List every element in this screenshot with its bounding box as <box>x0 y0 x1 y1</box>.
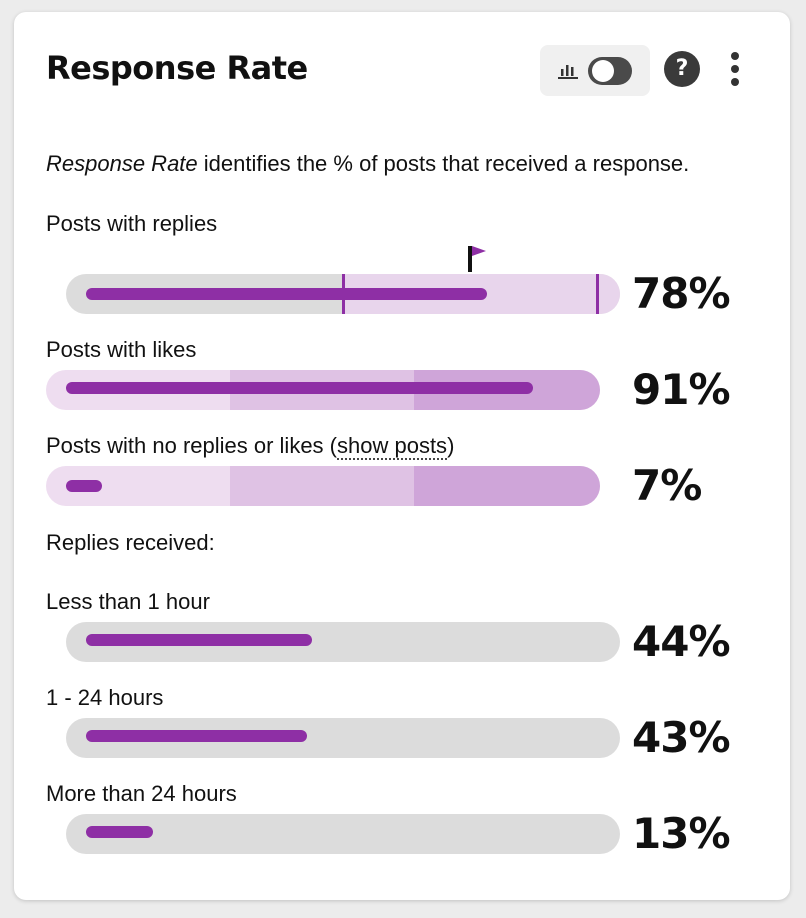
reply-time-percent: 43% <box>632 713 731 762</box>
card-title: Response Rate <box>46 49 308 87</box>
reply-time-bar-fill <box>86 826 153 838</box>
reply-time-label: 1 - 24 hours <box>46 685 164 710</box>
none-bar-fill <box>66 480 102 492</box>
reply-time-label: More than 24 hours <box>46 781 237 806</box>
replies-percent: 78% <box>632 269 731 318</box>
likes-percent: 91% <box>632 365 731 414</box>
likes-bar-fill <box>66 382 533 394</box>
reply-time-bar-fill <box>86 730 308 742</box>
toggle-knob <box>592 60 614 82</box>
reply-time-label: Less than 1 hour <box>46 589 210 614</box>
vertical-ellipsis-icon[interactable] <box>726 52 744 86</box>
description-emphasis: Response Rate <box>46 151 198 176</box>
reply-time-percent: 44% <box>632 617 731 666</box>
bar-chart-icon <box>558 65 578 79</box>
replies-bar-fill <box>86 288 487 300</box>
description: Response Rate identifies the % of posts … <box>46 150 689 178</box>
none-label-suffix: ) <box>447 433 455 458</box>
none-percent: 7% <box>632 461 702 510</box>
replies-received-heading: Replies received: <box>46 530 215 555</box>
question-circle-icon[interactable]: ? <box>664 51 700 87</box>
chart-view-toggle[interactable] <box>540 45 650 96</box>
reply-time-bar-track <box>66 814 620 854</box>
none-band-high <box>414 466 600 506</box>
toggle-switch[interactable] <box>588 57 632 85</box>
none-band-mid <box>230 466 414 506</box>
none-bar-track <box>46 466 600 506</box>
none-label-prefix: Posts with no replies or likes ( <box>46 433 337 458</box>
reply-time-percent: 13% <box>632 809 731 858</box>
likes-label: Posts with likes <box>46 337 197 362</box>
none-label: Posts with no replies or likes (show pos… <box>46 432 454 460</box>
show-posts-link[interactable]: show posts <box>337 433 448 460</box>
replies-label: Posts with replies <box>46 211 218 236</box>
description-text: identifies the % of posts that received … <box>197 151 690 176</box>
reply-time-bar-fill <box>86 634 313 646</box>
flag-icon <box>468 246 486 272</box>
replies-end-marker <box>596 274 599 314</box>
